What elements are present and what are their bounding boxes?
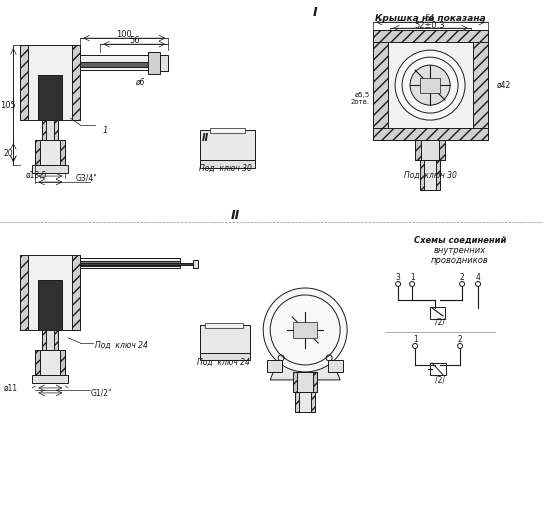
Text: G1/2": G1/2" (90, 388, 112, 397)
Bar (80, 55, 150, 70)
Bar (200, 353, 250, 360)
Bar (80, 263, 195, 265)
Bar (80, 258, 180, 268)
Circle shape (395, 50, 465, 120)
Bar (42, 120, 46, 140)
Bar (35, 350, 65, 375)
Text: 2: 2 (458, 336, 463, 344)
Bar (295, 392, 315, 412)
Bar (80, 62, 150, 67)
Text: II: II (231, 209, 240, 221)
Text: 3: 3 (396, 273, 401, 282)
Polygon shape (270, 355, 340, 380)
Bar (193, 260, 198, 268)
Bar (293, 322, 317, 338)
Text: внутренних: внутренних (434, 245, 486, 254)
Bar (20, 255, 28, 330)
Bar (473, 30, 488, 140)
Bar (60, 140, 65, 165)
Text: Под  ключ 30: Под ключ 30 (199, 163, 251, 172)
Bar (72, 45, 80, 120)
Bar (313, 372, 317, 392)
Bar (20, 255, 80, 330)
Text: 100: 100 (116, 30, 132, 39)
Bar (205, 323, 243, 328)
Text: Под  ключ 24: Под ключ 24 (95, 340, 148, 350)
Bar (420, 160, 424, 190)
Text: Схемы соединений: Схемы соединений (414, 236, 506, 245)
Text: 2: 2 (460, 273, 464, 282)
Bar (311, 392, 315, 412)
Text: Крышка не показана: Крышка не показана (375, 14, 485, 23)
Bar (35, 350, 40, 375)
Text: ø42: ø42 (497, 81, 512, 89)
Bar (373, 128, 488, 140)
Bar (200, 325, 250, 353)
Bar (420, 160, 440, 190)
Text: 105: 105 (1, 101, 16, 110)
Bar (35, 140, 65, 165)
Bar (20, 45, 28, 120)
Bar (373, 30, 488, 140)
Bar (54, 120, 58, 140)
Bar (39, 75, 62, 120)
Bar (373, 30, 488, 42)
Text: ø13,5: ø13,5 (26, 171, 47, 180)
Bar (293, 372, 317, 392)
Bar (80, 261, 180, 266)
Bar (200, 160, 255, 168)
Bar (35, 140, 40, 165)
Bar (54, 330, 58, 350)
Text: 1: 1 (410, 273, 414, 282)
Text: ø5,5: ø5,5 (355, 92, 370, 98)
Text: /2/: /2/ (435, 376, 445, 385)
Bar (42, 120, 58, 140)
Bar (20, 45, 80, 120)
Bar (33, 375, 68, 383)
Text: G3/4": G3/4" (75, 173, 97, 182)
Bar (415, 140, 421, 160)
Text: 1: 1 (413, 336, 418, 344)
Bar (72, 255, 80, 330)
Bar (328, 360, 343, 372)
Text: 1: 1 (103, 126, 108, 135)
Text: 56: 56 (129, 36, 140, 45)
Text: I: I (313, 6, 318, 19)
Bar (160, 55, 168, 71)
Bar (39, 280, 62, 330)
Bar (436, 160, 440, 190)
Bar (295, 392, 299, 412)
Bar (373, 30, 388, 140)
Text: ø11: ø11 (4, 384, 18, 393)
Bar (439, 140, 445, 160)
Bar (42, 330, 58, 350)
Bar (430, 363, 446, 375)
Text: /2/: /2/ (435, 318, 445, 327)
Text: 20: 20 (4, 148, 13, 157)
Bar (148, 52, 160, 74)
Bar (60, 350, 65, 375)
Text: 52±0,3: 52±0,3 (415, 21, 445, 30)
Text: Под  ключ 24: Под ключ 24 (197, 358, 250, 367)
Text: 4: 4 (476, 273, 481, 282)
Bar (420, 78, 440, 93)
Bar (267, 360, 282, 372)
Bar (293, 372, 297, 392)
Text: Под  ключ 30: Под ключ 30 (403, 171, 457, 180)
Bar (430, 307, 445, 319)
Circle shape (410, 65, 450, 105)
Bar (210, 128, 245, 133)
Text: 64: 64 (425, 14, 435, 23)
Bar (415, 140, 445, 160)
Bar (42, 330, 46, 350)
Bar (200, 130, 255, 160)
Text: ø6: ø6 (136, 78, 145, 87)
Circle shape (263, 288, 347, 372)
Bar (33, 165, 68, 173)
Text: проводников: проводников (431, 255, 489, 264)
Text: 2отв.: 2отв. (351, 99, 370, 105)
Text: II: II (201, 133, 209, 143)
